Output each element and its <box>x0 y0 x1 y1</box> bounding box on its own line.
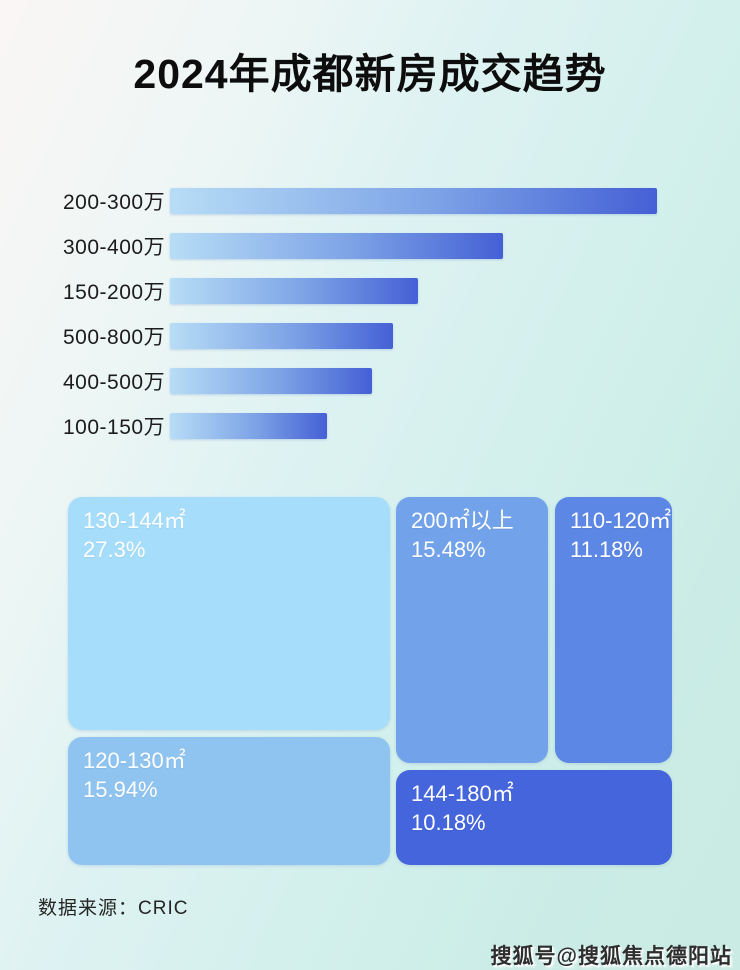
bar-row: 200-300万 <box>63 188 657 214</box>
bar-track <box>170 323 657 349</box>
treemap-block: 200㎡以上 15.48% <box>396 497 548 763</box>
treemap-block: 130-144㎡ 27.3% <box>68 497 390 730</box>
treemap-block: 120-130㎡ 15.94% <box>68 737 390 865</box>
treemap-block-label: 120-130㎡ <box>83 748 186 773</box>
treemap-block: 144-180㎡ 10.18% <box>396 770 672 865</box>
treemap-block-value: 15.94% <box>83 777 158 803</box>
treemap-block: 110-120㎡ 11.18% <box>555 497 672 763</box>
bar <box>170 278 418 304</box>
bar-row: 100-150万 <box>63 413 657 439</box>
treemap-block-value: 15.48% <box>411 537 486 563</box>
bar-row: 150-200万 <box>63 278 657 304</box>
bar-category-label: 300-400万 <box>63 236 166 259</box>
treemap-block-value: 10.18% <box>411 810 486 836</box>
page-title: 2024年成都新房成交趋势 <box>133 51 607 97</box>
data-source-note: 数据来源：CRIC <box>38 898 189 919</box>
bar-row: 500-800万 <box>63 323 657 349</box>
treemap-block-value: 11.18% <box>570 537 643 563</box>
treemap-block-label: 200㎡以上 <box>411 508 514 533</box>
bar-row: 300-400万 <box>63 233 657 259</box>
bar <box>170 368 373 394</box>
bar-track <box>170 413 657 439</box>
bar <box>170 188 657 214</box>
bar <box>170 413 327 439</box>
watermark: 搜狐号@搜狐焦点德阳站 <box>490 945 732 968</box>
price-bar-chart: 200-300万 300-400万 150-200万 500-800万 400-500万… <box>63 188 657 439</box>
bar-track <box>170 188 657 214</box>
bar-category-label: 100-150万 <box>63 416 166 439</box>
treemap-block-label: 130-144㎡ <box>83 508 186 533</box>
bar-track <box>170 368 657 394</box>
treemap-block-label: 110-120㎡ <box>570 508 672 533</box>
bar-category-label: 200-300万 <box>63 191 166 214</box>
bar-row: 400-500万 <box>63 368 657 394</box>
bar-category-label: 150-200万 <box>63 281 166 304</box>
bar-track <box>170 278 657 304</box>
bar-category-label: 400-500万 <box>63 371 166 394</box>
area-treemap: 130-144㎡ 27.3% 120-130㎡ 15.94% 200㎡以上 15.48% 1… <box>68 497 672 865</box>
treemap-block-label: 144-180㎡ <box>411 781 514 806</box>
bar-category-label: 500-800万 <box>63 326 166 349</box>
bar-track <box>170 233 657 259</box>
bar <box>170 233 504 259</box>
bar <box>170 323 394 349</box>
treemap-block-value: 27.3% <box>83 537 146 563</box>
